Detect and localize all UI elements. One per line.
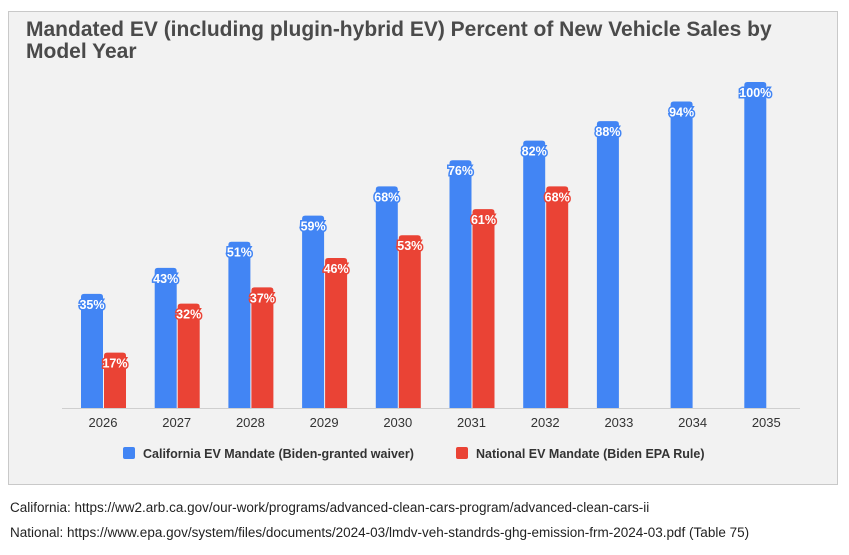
data-label-california-2028: 51% [227,246,252,260]
x-tick-label-2035: 2035 [752,415,781,430]
bar-california-2031 [449,160,472,408]
x-tick-label-2033: 2033 [604,415,633,430]
legend-label-california: California EV Mandate (Biden-granted wai… [143,447,414,461]
chart-frame [8,11,838,485]
legend-swatch-california [123,447,135,459]
bar-national-2032 [546,186,569,408]
data-label-national-2032: 68% [545,190,570,204]
data-label-california-2029: 59% [301,220,326,234]
data-label-california-2031: 76% [448,164,473,178]
bar-national-2026 [104,352,126,408]
x-tick-label-2034: 2034 [678,415,707,430]
source-california: California: https://ww2.arb.ca.gov/our-w… [10,500,650,515]
bar-california-2028 [228,241,251,408]
data-label-california-2026: 35% [79,298,104,312]
data-label-california-2027: 43% [153,272,178,286]
x-tick-label-2030: 2030 [383,415,412,430]
x-tick-label-2032: 2032 [531,415,560,430]
legend-swatch-national [456,447,468,459]
bar-california-2035 [744,82,767,408]
bar-california-2026 [81,293,103,408]
x-tick-label-2031: 2031 [457,415,486,430]
bar-national-2030 [398,235,421,408]
bar-national-2031 [472,209,495,408]
data-label-california-2033: 88% [595,125,620,139]
bar-national-2027 [177,303,200,408]
data-label-national-2026: 17% [102,357,127,371]
bar-california-2029 [302,215,325,408]
x-tick-label-2027: 2027 [162,415,191,430]
legend-label-national: National EV Mandate (Biden EPA Rule) [476,447,705,461]
bar-california-2030 [375,186,398,408]
bar-california-2034 [670,101,693,408]
bar-california-2027 [154,267,177,408]
bar-national-2028 [251,287,274,408]
source-national: National: https://www.epa.gov/system/fil… [10,525,750,540]
data-label-california-2030: 68% [374,190,399,204]
data-label-california-2034: 94% [669,106,694,120]
x-tick-label-2029: 2029 [310,415,339,430]
data-label-national-2029: 46% [324,262,349,276]
bar-california-2033 [596,121,619,409]
data-label-california-2032: 82% [522,145,547,159]
data-label-california-2035: 100% [739,86,771,100]
chart-title: Mandated EV (including plugin-hybrid EV)… [26,18,772,63]
data-label-national-2027: 32% [176,308,201,322]
x-tick-label-2028: 2028 [236,415,265,430]
x-tick-label-2026: 2026 [89,415,118,430]
bar-california-2032 [523,140,546,408]
data-label-national-2030: 53% [397,239,422,253]
bar-national-2029 [325,258,348,408]
data-label-national-2031: 61% [471,213,496,227]
data-label-national-2028: 37% [250,291,275,305]
